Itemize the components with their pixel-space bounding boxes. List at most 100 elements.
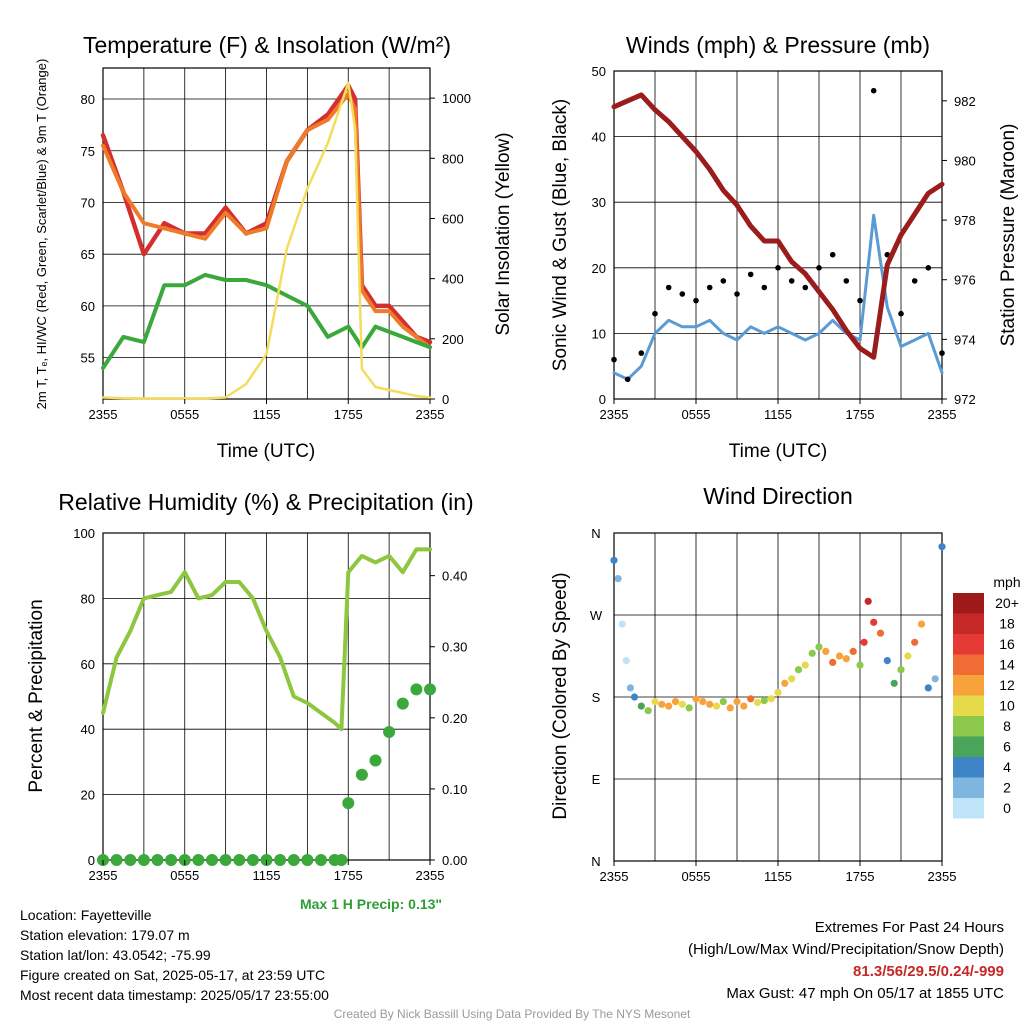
- winds-series: [611, 87, 945, 383]
- rh-precip-point: [342, 797, 355, 810]
- temperature-series: [100, 81, 433, 400]
- wind-y2tick-label: 972: [954, 392, 976, 407]
- wind-gust-point: [652, 310, 658, 317]
- wind-ytick-label: 10: [592, 326, 606, 341]
- dir-ytick-label: S: [592, 690, 601, 705]
- rh-precip-point: [396, 697, 409, 710]
- dir-xtick-label: 2355: [928, 869, 957, 884]
- temperature-ylabel-right: Solar Insolation (Yellow): [493, 132, 514, 335]
- rh-xtick-label: 0555: [170, 868, 199, 883]
- dir-point: [870, 618, 878, 626]
- recent-timestamp: Most recent data timestamp: 2025/05/17 2…: [20, 987, 329, 1003]
- dir-point: [924, 684, 932, 692]
- winds-xlabel: Time (UTC): [729, 441, 828, 462]
- rh-ytick-label: 60: [81, 657, 95, 672]
- dir-point: [829, 658, 837, 667]
- wind-ytick-label: 50: [592, 64, 606, 79]
- dir-point: [699, 698, 707, 706]
- speed-legend-label: 10: [999, 698, 1015, 714]
- winds-panel: Winds (mph) & Pressure (mb) 2355 0555 1155…: [550, 32, 1019, 462]
- wind-ytick-label: 20: [592, 261, 606, 276]
- speed-legend-label: 0: [1003, 800, 1011, 816]
- humidity-grid: [103, 532, 430, 861]
- speed-legend-label: 2: [1003, 780, 1011, 796]
- max-precip-label: Max 1 H Precip: 0.13": [300, 896, 443, 912]
- station-info: Location: Fayetteville Station elevation…: [20, 905, 329, 1005]
- temp-solar-line: [101, 81, 432, 400]
- temp-ytick-label: 75: [81, 144, 95, 159]
- dir-point: [767, 695, 775, 703]
- station-location: Location: Fayetteville: [20, 907, 152, 923]
- dir-point: [794, 666, 803, 674]
- wind-gust-point: [898, 310, 904, 317]
- humidity-panel-title: Relative Humidity (%) & Precipitation (i…: [58, 489, 473, 515]
- dir-point: [856, 661, 864, 669]
- rh-precip-point: [301, 854, 314, 866]
- speed-legend-swatch: [953, 634, 984, 655]
- wind-gust-point: [870, 87, 877, 94]
- dir-point: [726, 704, 734, 712]
- speed-legend-swatch: [953, 757, 984, 778]
- speed-legend-label: 8: [1003, 718, 1011, 734]
- winds-ylabel-right: Station Pressure (Maroon): [998, 124, 1019, 347]
- rh-precip-point: [424, 683, 436, 696]
- wind-gust-point: [747, 271, 754, 278]
- dir-point: [610, 556, 618, 564]
- speed-legend-label: 4: [1003, 759, 1011, 775]
- dir-point: [618, 620, 626, 628]
- extremes-values: 81.3/56/29.5/0.24/-999: [853, 963, 1004, 980]
- direction-ylabel-left: Direction (Colored By Speed): [550, 572, 571, 819]
- dir-point: [733, 698, 741, 706]
- rh-precip-point: [410, 683, 423, 696]
- speed-legend-label: 20+: [995, 595, 1019, 611]
- rh-precip-point: [246, 854, 259, 866]
- winds-ticks: 2355 0555 1155 1755 235501020304050972974976…: [592, 64, 976, 422]
- dir-point: [719, 698, 727, 706]
- wind-gust-point: [775, 265, 781, 271]
- rh-precip-point: [151, 854, 164, 866]
- temp-ytick-label: 70: [81, 195, 95, 210]
- credit-line: Created By Nick Bassill Using Data Provi…: [333, 1007, 691, 1021]
- speed-legend-swatch: [953, 798, 984, 819]
- dir-xtick-label: 1155: [764, 869, 792, 884]
- speed-legend-swatch: [953, 593, 984, 614]
- wind-y2tick-label: 976: [954, 273, 976, 288]
- speed-legend-label: 6: [1003, 739, 1011, 755]
- wind-ytick-label: 40: [592, 130, 606, 145]
- dir-point: [651, 698, 659, 706]
- wind-ytick-label: 30: [592, 195, 606, 210]
- wind-gust-point: [761, 284, 768, 291]
- max-gust: Max Gust: 47 mph On 05/17 at 1855 UTC: [726, 985, 1004, 1002]
- wind-gust-point: [829, 251, 836, 258]
- temp-y2tick-label: 600: [442, 211, 464, 226]
- wind-gust-point: [857, 297, 863, 304]
- dir-xtick-label: 1755: [846, 869, 875, 884]
- figure-created: Figure created on Sat, 2025-05-17, at 23…: [20, 967, 326, 983]
- dir-point: [614, 575, 622, 583]
- temp-ytick-label: 80: [81, 92, 95, 107]
- dir-point: [678, 700, 686, 708]
- speed-legend-swatch: [953, 777, 984, 798]
- wind-gust-point: [939, 350, 945, 356]
- humidity-ticks: 2355 0555 1155 1755 23550204060801000.000.10…: [73, 526, 467, 883]
- rh-xtick-label: 1155: [253, 868, 281, 883]
- wind-y2tick-label: 982: [954, 94, 976, 109]
- dir-ytick-label: W: [590, 608, 603, 623]
- dir-point: [712, 702, 721, 710]
- dir-point: [788, 675, 796, 683]
- speed-legend-title: mph: [993, 574, 1020, 590]
- dir-point: [644, 707, 652, 715]
- station-elevation: Station elevation: 179.07 m: [20, 927, 190, 943]
- dir-point: [760, 697, 768, 705]
- dir-ytick-label: N: [591, 854, 600, 869]
- dir-point: [822, 647, 830, 656]
- wind-gust-point: [679, 291, 686, 297]
- wind-wind-line: [612, 213, 944, 381]
- dir-ytick-label: N: [591, 526, 600, 541]
- winds-ylabel-left: Sonic Wind & Gust (Blue, Black): [550, 99, 571, 371]
- dir-point: [808, 649, 816, 657]
- rh-precip-point: [110, 854, 123, 866]
- temp-xtick-label: 2355: [89, 407, 118, 422]
- temp-ytick-label: 60: [81, 299, 95, 314]
